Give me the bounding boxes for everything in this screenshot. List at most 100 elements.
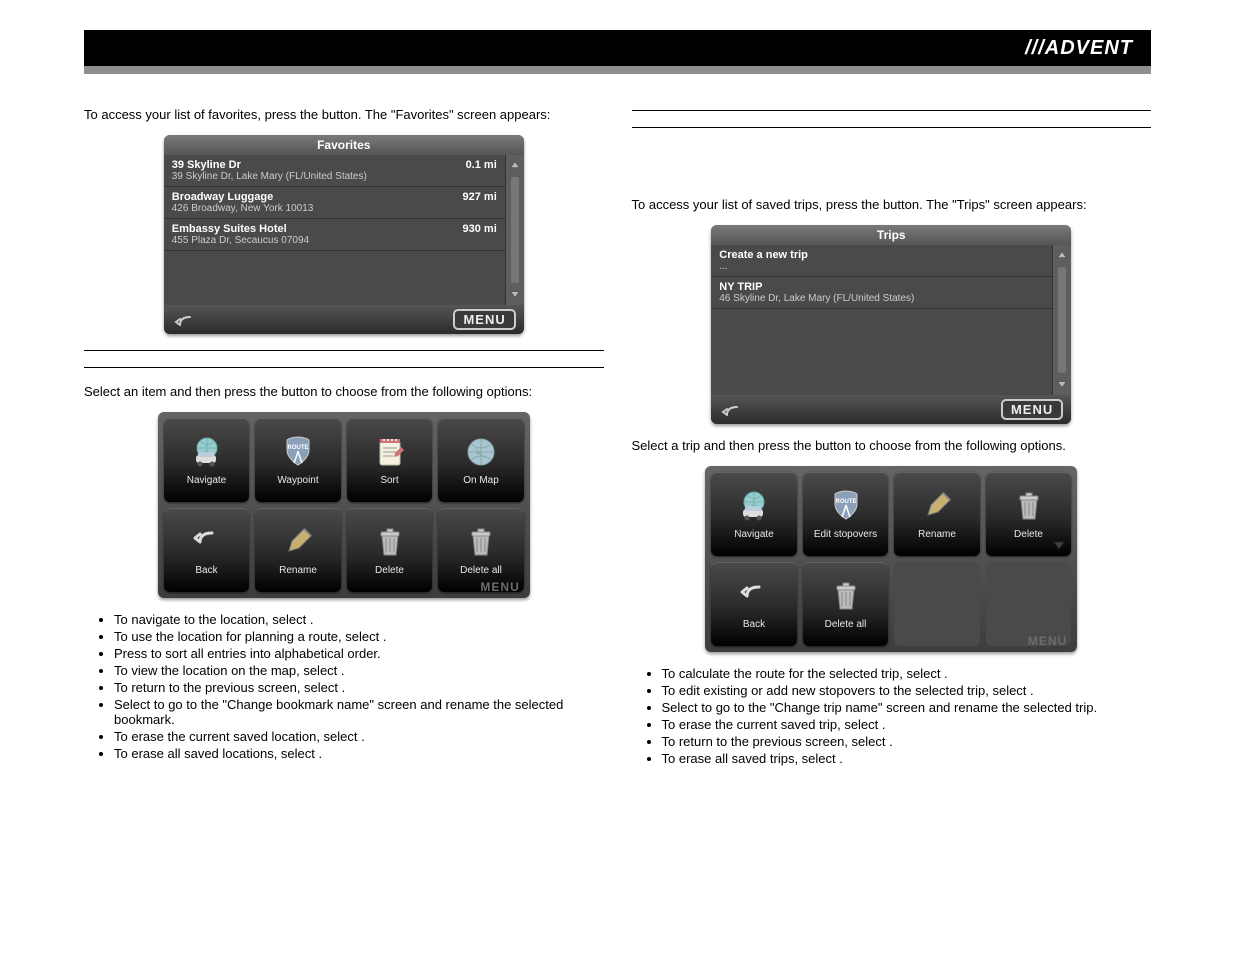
text: .	[882, 717, 886, 732]
text: to go to the "Change trip name" screen a…	[701, 700, 1097, 715]
menu-button[interactable]: MENU	[1001, 399, 1063, 420]
item-title: Broadway Luggage	[172, 191, 314, 203]
navigate-button[interactable]: Navigate	[711, 472, 797, 556]
brand-logo: ///ADVENT	[1025, 37, 1133, 60]
back-button[interactable]: Back	[164, 508, 250, 592]
item-title: 39 Skyline Dr	[172, 159, 367, 171]
menu-ghost: MENU	[480, 580, 519, 594]
text: Select	[662, 700, 702, 715]
option-label: Delete	[1014, 529, 1043, 540]
text: To erase the current saved trip, select	[662, 717, 882, 732]
option-label: Sort	[380, 475, 398, 486]
list-item[interactable]: NY TRIP46 Skyline Dr, Lake Mary (FL/Unit…	[711, 277, 1052, 309]
text: To use the location for planning a route…	[114, 629, 383, 644]
item-subtitle: 46 Skyline Dr, Lake Mary (FL/United Stat…	[719, 293, 914, 304]
trips-options-screen: Navigate Edit stopovers Rename Delete Back De…	[705, 466, 1077, 652]
text: To access your list of favorites, press …	[84, 107, 318, 122]
trips-intro: To access your list of saved trips, pres…	[632, 197, 1152, 212]
option-label: On Map	[463, 475, 499, 486]
trash-icon	[829, 579, 863, 613]
text: .	[342, 680, 346, 695]
favorites-options-intro: Select an item and then press the button…	[84, 384, 604, 399]
bullet-item: Select to go to the "Change bookmark nam…	[114, 697, 604, 727]
list-item[interactable]: Embassy Suites Hotel455 Plaza Dr, Secauc…	[164, 219, 505, 251]
menu-ghost: MENU	[1028, 634, 1067, 648]
list-item[interactable]: Broadway Luggage426 Broadway, New York 1…	[164, 187, 505, 219]
item-title: Create a new trip	[719, 249, 808, 261]
rename-button[interactable]: Rename	[894, 472, 980, 556]
option-label: Edit stopovers	[814, 529, 877, 540]
delete-button[interactable]: Delete	[347, 508, 433, 592]
scrollbar[interactable]	[505, 155, 524, 305]
bullet-item: To erase all saved locations, select .	[114, 746, 604, 761]
item-subtitle: 455 Plaza Dr, Secaucus 07094	[172, 235, 309, 246]
back-arrow-icon	[737, 579, 771, 613]
list-item[interactable]: 39 Skyline Dr39 Skyline Dr, Lake Mary (F…	[164, 155, 505, 187]
option-label: Navigate	[187, 475, 226, 486]
text: .	[944, 666, 948, 681]
scroll-down-icon[interactable]	[508, 288, 522, 302]
option-label: Rename	[918, 529, 956, 540]
scroll-up-icon[interactable]	[1055, 248, 1069, 262]
bullet-item: To edit existing or add new stopovers to…	[662, 683, 1152, 698]
onmap-button[interactable]: On Map	[438, 418, 524, 502]
scrollbar[interactable]	[1052, 245, 1071, 395]
text: To access your list of saved trips, pres…	[632, 197, 880, 212]
item-subtitle: ...	[719, 261, 808, 272]
bullet-item: To erase the current saved location, sel…	[114, 729, 604, 744]
text: .	[319, 746, 323, 761]
bullet-item: Select to go to the "Change trip name" s…	[662, 700, 1152, 715]
pencil-icon	[281, 525, 315, 559]
globe-icon	[464, 435, 498, 469]
option-label: Back	[743, 619, 765, 630]
text: Press	[114, 646, 151, 661]
back-button[interactable]: Back	[711, 562, 797, 646]
text: .	[383, 629, 387, 644]
text: .	[361, 729, 365, 744]
text: To return to the previous screen, select	[662, 734, 890, 749]
favorites-list: 39 Skyline Dr39 Skyline Dr, Lake Mary (F…	[164, 155, 505, 305]
list-item[interactable]: Create a new trip...	[711, 245, 1052, 277]
favorites-bullet-list: To navigate to the location, select .To …	[84, 612, 604, 761]
text: Select a trip and then press the	[632, 438, 812, 453]
trips-screen: Trips Create a new trip...NY TRIP46 Skyl…	[711, 225, 1071, 424]
text: button. The "Trips" screen appears:	[883, 197, 1087, 212]
editstop-button[interactable]: Edit stopovers	[803, 472, 889, 556]
trash-icon	[1012, 489, 1046, 523]
divider	[632, 127, 1152, 128]
option-label: Navigate	[734, 529, 773, 540]
text: To erase all saved trips, select	[662, 751, 840, 766]
menu-button[interactable]: MENU	[453, 309, 515, 330]
deleteall-button[interactable]: Delete all	[803, 562, 889, 646]
option-label: Rename	[279, 565, 317, 576]
car-globe-icon	[190, 435, 224, 469]
header-divider	[84, 66, 1151, 74]
text: Select	[114, 697, 154, 712]
item-subtitle: 39 Skyline Dr, Lake Mary (FL/United Stat…	[172, 171, 367, 182]
text: .	[1030, 683, 1034, 698]
item-distance: 927 mi	[463, 191, 497, 203]
scroll-up-icon[interactable]	[508, 158, 522, 172]
item-title: Embassy Suites Hotel	[172, 223, 309, 235]
bullet-item: To view the location on the map, select …	[114, 663, 604, 678]
trips-options-intro: Select a trip and then press the button …	[632, 438, 1152, 453]
option-label: Delete all	[825, 619, 867, 630]
text: To navigate to the location, select	[114, 612, 310, 627]
navigate-button[interactable]: Navigate	[164, 418, 250, 502]
item-distance: 930 mi	[463, 223, 497, 235]
scroll-down-icon[interactable]	[1055, 378, 1069, 392]
trash-icon	[373, 525, 407, 559]
left-column: To access your list of favorites, press …	[84, 94, 604, 768]
text: to sort all entries into alphabetical or…	[151, 646, 381, 661]
text: .	[310, 612, 314, 627]
scroll-thumb[interactable]	[1058, 267, 1066, 373]
scroll-thumb[interactable]	[511, 177, 519, 283]
rename-button[interactable]: Rename	[255, 508, 341, 592]
text: To erase all saved locations, select	[114, 746, 319, 761]
waypoint-button[interactable]: Waypoint	[255, 418, 341, 502]
back-icon[interactable]	[172, 311, 194, 329]
back-icon[interactable]	[719, 401, 741, 419]
trips-bullet-list: To calculate the route for the selected …	[632, 666, 1152, 766]
screen-title: Favorites	[164, 135, 524, 155]
sort-button[interactable]: Sort	[347, 418, 433, 502]
